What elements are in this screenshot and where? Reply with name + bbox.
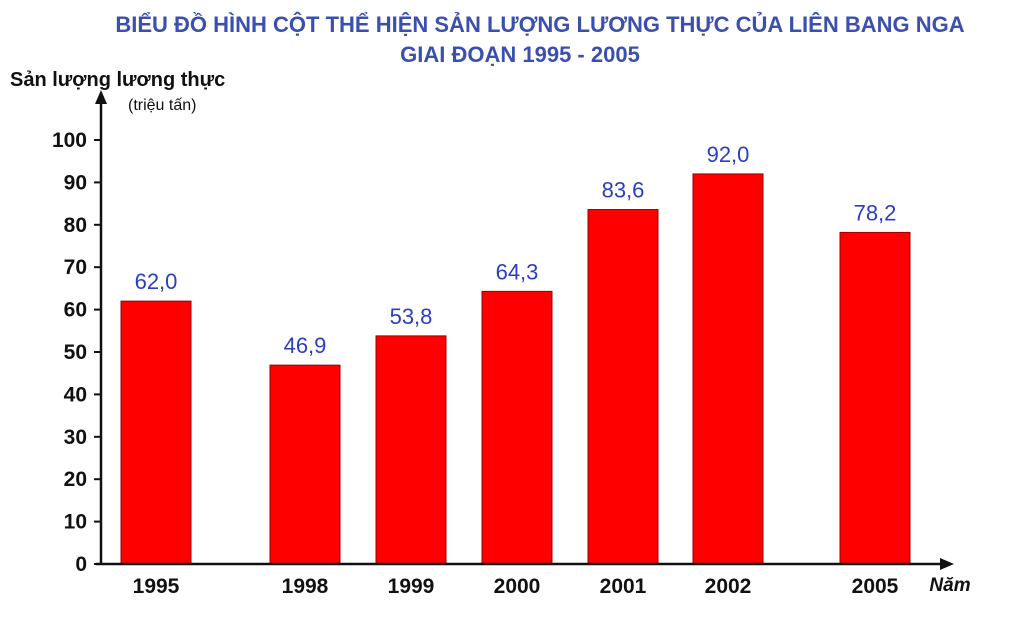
bar-2005 bbox=[839, 231, 911, 565]
y-axis-unit: (triệu tấn) bbox=[128, 97, 196, 114]
data-label-2002: 92,0 bbox=[707, 142, 750, 167]
bar-1999 bbox=[375, 335, 447, 565]
data-labels-group: 62,0 46,9 53,8 64,3 83,6 92,0 78,2 bbox=[135, 142, 897, 358]
y-tick-60: 60 bbox=[64, 299, 87, 322]
y-tick-80: 80 bbox=[64, 214, 87, 237]
y-tick-70: 70 bbox=[64, 256, 87, 279]
y-axis-label: Sản lượng lương thực bbox=[10, 69, 225, 91]
y-tick-40: 40 bbox=[64, 383, 87, 406]
x-tick-1998: 1998 bbox=[282, 575, 329, 598]
data-label-2000: 64,3 bbox=[496, 259, 539, 284]
x-tick-2001: 2001 bbox=[600, 575, 647, 598]
bars-group bbox=[120, 173, 911, 565]
y-tick-0: 0 bbox=[75, 553, 87, 576]
y-tick-30: 30 bbox=[64, 426, 87, 449]
data-label-1999: 53,8 bbox=[390, 304, 433, 329]
y-tick-50: 50 bbox=[64, 341, 87, 364]
data-label-1995: 62,0 bbox=[135, 269, 178, 294]
data-label-1998: 46,9 bbox=[284, 333, 327, 358]
y-tick-90: 90 bbox=[64, 171, 87, 194]
y-ticks-group: 0 10 20 30 40 50 60 70 80 90 100 bbox=[52, 129, 101, 576]
x-tick-2002: 2002 bbox=[705, 575, 752, 598]
chart-title-line1: BIỂU ĐỒ HÌNH CỘT THỂ HIỆN SẢN LƯỢNG LƯƠN… bbox=[115, 12, 964, 37]
x-tick-1995: 1995 bbox=[133, 575, 180, 598]
x-tick-1999: 1999 bbox=[388, 575, 435, 598]
data-label-2005: 78,2 bbox=[854, 200, 897, 225]
x-tick-2000: 2000 bbox=[494, 575, 541, 598]
bar-2000 bbox=[481, 290, 553, 565]
x-axis-label: Năm bbox=[929, 575, 970, 596]
y-tick-20: 20 bbox=[64, 468, 87, 491]
chart-title-line2: GIAI ĐOẠN 1995 - 2005 bbox=[400, 42, 640, 67]
x-ticks-group: 1995 1998 1999 2000 2001 2002 2005 bbox=[133, 575, 899, 598]
bar-1995 bbox=[120, 300, 192, 565]
y-axis-arrow bbox=[95, 90, 107, 104]
y-tick-100: 100 bbox=[52, 129, 87, 152]
y-tick-10: 10 bbox=[64, 511, 87, 534]
bar-2001 bbox=[587, 209, 659, 565]
x-axis-arrow bbox=[940, 558, 954, 570]
bar-1998 bbox=[269, 364, 341, 565]
bar-2002 bbox=[692, 173, 764, 565]
x-tick-2005: 2005 bbox=[852, 575, 899, 598]
data-label-2001: 83,6 bbox=[602, 178, 645, 203]
